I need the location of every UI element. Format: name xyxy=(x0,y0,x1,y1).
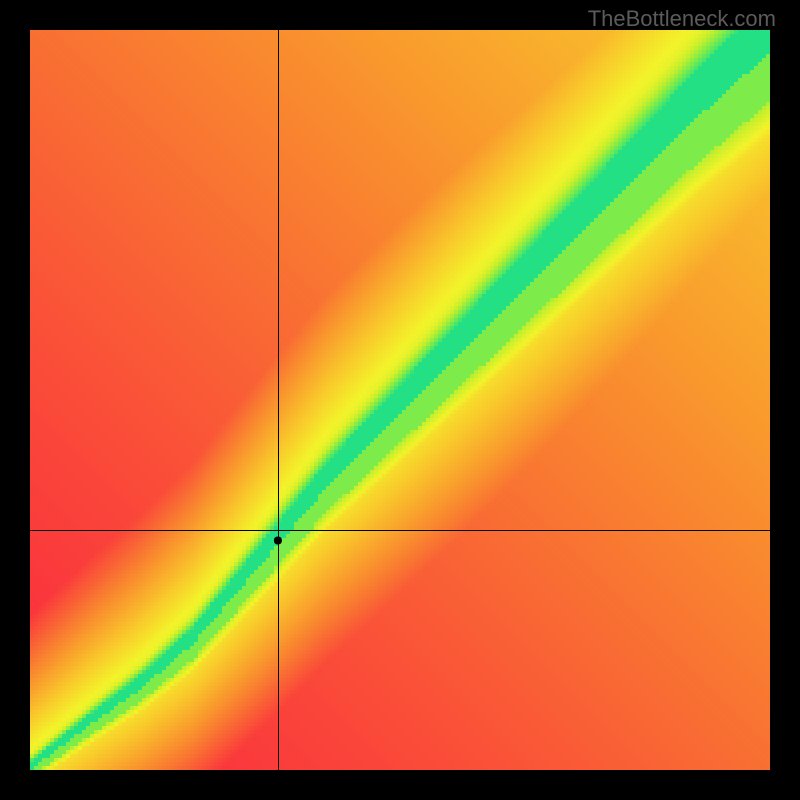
bottleneck-heatmap xyxy=(30,30,770,770)
chart-container: TheBottleneck.com xyxy=(0,0,800,800)
heatmap-canvas xyxy=(30,30,770,770)
watermark-text: TheBottleneck.com xyxy=(588,6,776,32)
